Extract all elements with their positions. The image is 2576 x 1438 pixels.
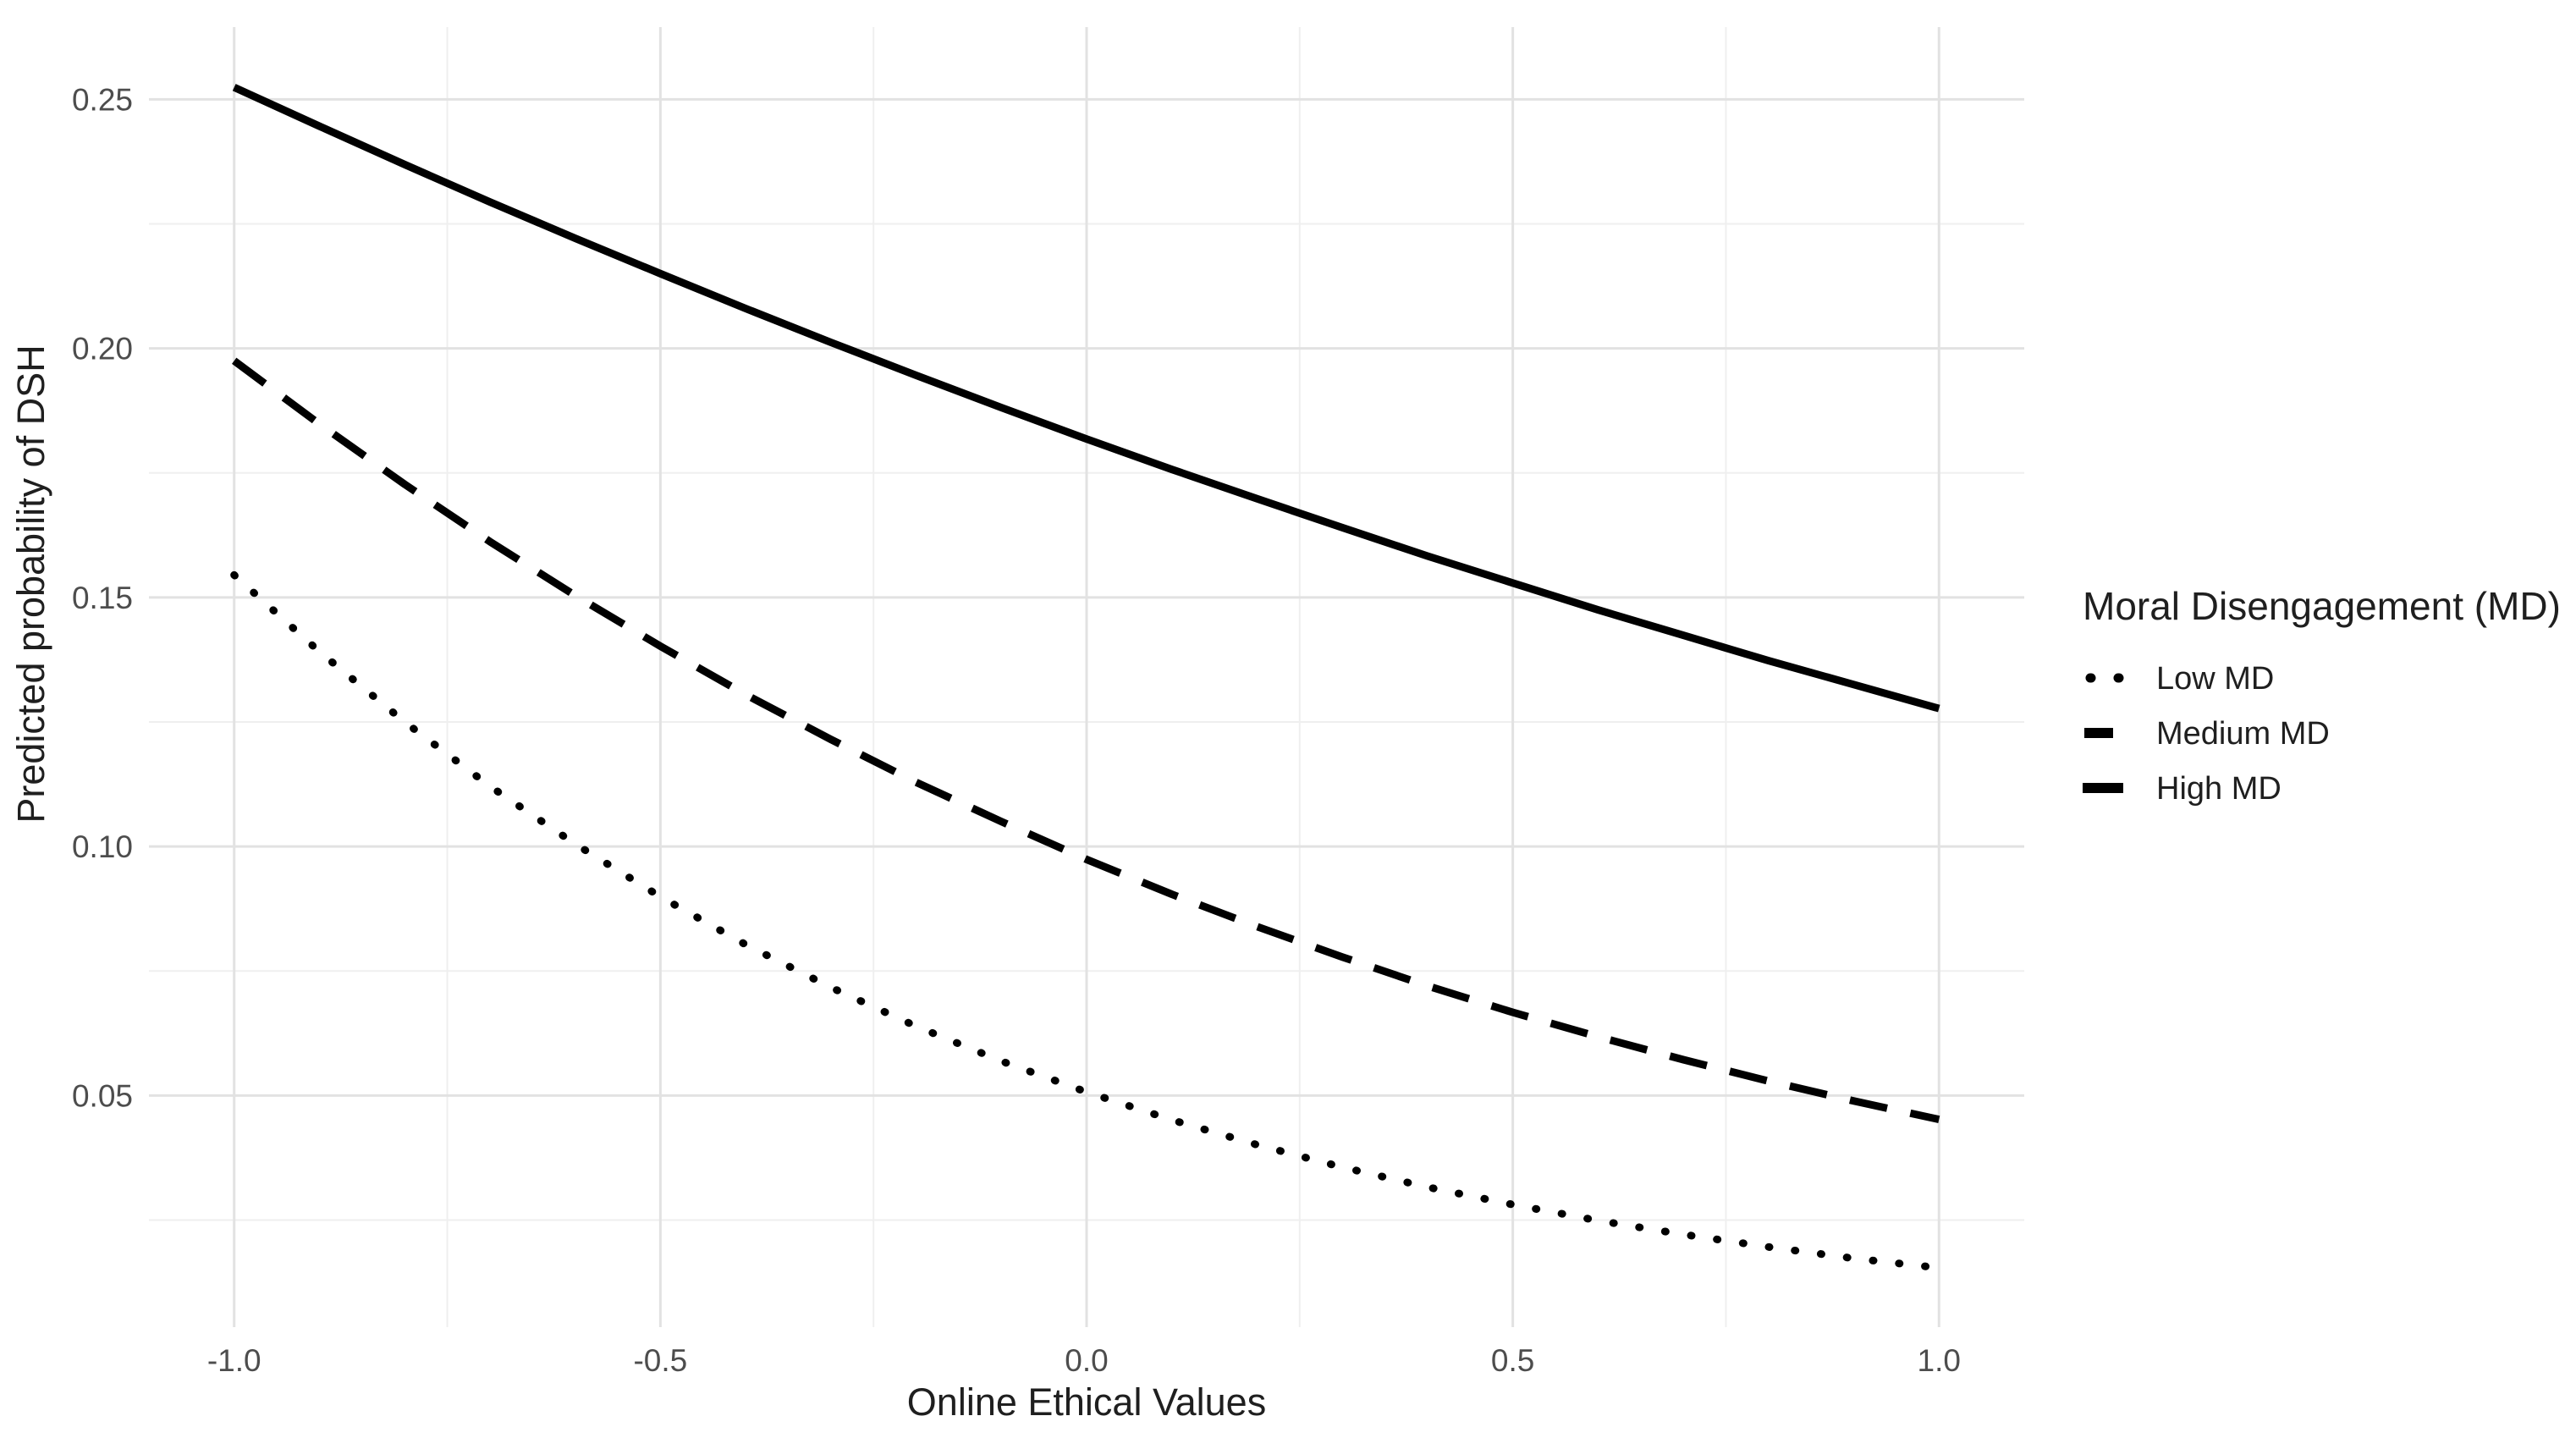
y-tick-label: 0.25: [72, 82, 133, 117]
legend-label-medium: Medium MD: [2156, 716, 2330, 752]
series-line-low-md: [230, 570, 1943, 1272]
legend-label-low: Low MD: [2156, 661, 2274, 697]
y-tick-label: 0.20: [72, 332, 133, 366]
series-line-medium-md: [232, 357, 1940, 1123]
y-tick-label: 0.15: [72, 581, 133, 615]
legend-key-glyphs: [2083, 673, 2124, 793]
x-tick-label: 1.0: [1918, 1343, 1961, 1378]
legend-title: Moral Disengagement (MD): [2083, 584, 2561, 628]
x-tick-label: 0.5: [1491, 1343, 1534, 1378]
legend-label-high: High MD: [2156, 771, 2282, 807]
y-tick-label: 0.10: [72, 829, 133, 864]
axis-tick-labels: 0.05 0.10 0.15 0.20 0.25 -1.0 -0.5 0.0 0.5 1.0: [72, 82, 1961, 1378]
y-axis-title: Predicted probability of DSH: [9, 344, 52, 823]
series-line-high-md: [232, 84, 1940, 713]
x-tick-label: -0.5: [633, 1343, 687, 1378]
y-tick-label: 0.05: [72, 1078, 133, 1113]
x-axis-title: Online Ethical Values: [907, 1380, 1266, 1424]
x-tick-label: -1.0: [207, 1343, 261, 1378]
x-tick-label: 0.0: [1065, 1343, 1108, 1378]
major-gridlines: [149, 27, 2024, 1327]
data-series-lines: [230, 84, 1943, 1272]
legend: Moral Disengagement (MD) Low MD Medium M…: [2083, 584, 2561, 807]
